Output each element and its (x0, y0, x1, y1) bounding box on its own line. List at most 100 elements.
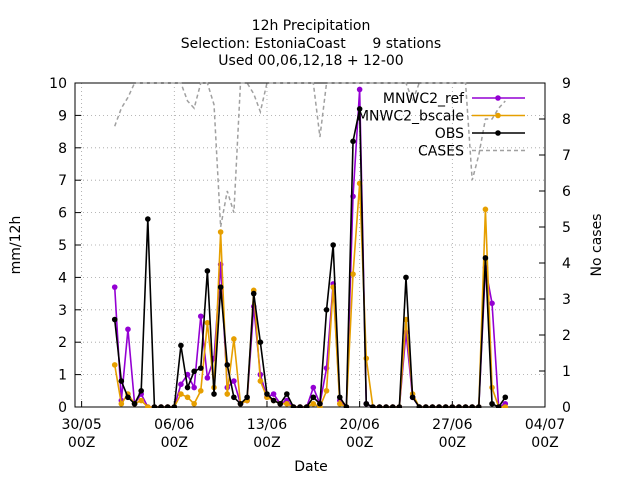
data-point (363, 400, 370, 407)
y-tick-label: 7 (58, 173, 67, 189)
data-point (284, 391, 290, 397)
data-point (403, 274, 409, 281)
data-point (197, 365, 204, 371)
data-point (204, 319, 211, 326)
data-point (125, 394, 131, 401)
data-point (158, 404, 164, 408)
data-point (303, 404, 310, 408)
y-tick-label: 10 (49, 76, 67, 92)
y2-tick-label: 6 (562, 184, 571, 200)
data-point (416, 404, 423, 408)
x-tick-label: 13/06 (247, 417, 287, 433)
x-tick-label: 00Z (531, 435, 558, 451)
data-point (376, 404, 383, 408)
data-point (502, 404, 509, 408)
data-point (191, 368, 197, 375)
data-point (489, 300, 495, 307)
legend-label: CASES (418, 144, 464, 160)
x-axis-label: Date (294, 459, 327, 475)
data-point (145, 216, 151, 222)
data-point (449, 404, 456, 408)
data-point (111, 316, 118, 323)
data-point (138, 397, 144, 404)
data-point (482, 206, 489, 213)
series-line (114, 82, 506, 228)
y-tick-label: 6 (58, 206, 67, 222)
data-point (111, 284, 118, 290)
legend-label: MNWC2_ref (383, 91, 465, 107)
data-point (363, 355, 370, 362)
data-point (297, 404, 303, 408)
y-tick-label: 2 (58, 335, 67, 351)
y-axis-label: mm/12h (8, 216, 24, 275)
data-point (264, 391, 270, 397)
plot-area (111, 82, 509, 408)
data-point (145, 404, 151, 408)
data-point (336, 400, 343, 407)
legend-marker (495, 95, 501, 101)
data-point (224, 362, 231, 368)
y-tick-label: 3 (58, 303, 67, 319)
data-point (370, 404, 376, 408)
data-point (257, 378, 264, 384)
data-point (383, 404, 389, 408)
data-point (231, 336, 237, 342)
data-point (250, 290, 257, 297)
data-point (442, 404, 449, 408)
legend-label: OBS (435, 126, 464, 142)
y2-tick-label: 0 (562, 400, 571, 416)
legend-marker (495, 130, 501, 136)
data-point (237, 400, 244, 407)
data-point (323, 388, 330, 394)
y2-tick-label: 1 (562, 364, 571, 380)
legend-label: MNWC2_bscale (357, 109, 464, 125)
data-point (171, 404, 178, 408)
data-point (350, 138, 356, 145)
title-line: Used 00,06,12,18 + 12-00 (218, 53, 403, 69)
data-point (389, 404, 396, 408)
data-point (456, 404, 462, 408)
data-point (336, 394, 343, 401)
data-point (197, 388, 204, 394)
y-tick-label: 8 (58, 141, 67, 157)
x-tick-label: 27/06 (432, 417, 472, 433)
y2-tick-label: 3 (562, 292, 571, 308)
data-point (257, 339, 264, 346)
data-point (476, 404, 482, 408)
y2-tick-label: 5 (562, 220, 571, 236)
data-point (111, 362, 118, 368)
y2-tick-label: 8 (562, 112, 571, 128)
data-point (184, 384, 191, 391)
data-point (469, 404, 475, 408)
x-tick-label: 00Z (346, 435, 373, 451)
data-point (482, 255, 489, 261)
x-tick-label: 04/07 (525, 417, 565, 433)
data-point (244, 394, 250, 401)
data-point (409, 394, 416, 401)
series-line (113, 183, 506, 408)
data-point (138, 388, 144, 394)
data-point (423, 404, 429, 408)
data-point (310, 400, 317, 407)
data-point (191, 384, 197, 391)
y-tick-label: 4 (58, 270, 67, 286)
data-point (310, 394, 317, 401)
legend-marker (495, 112, 501, 119)
data-point (224, 391, 231, 397)
data-point (495, 404, 502, 408)
title-line: Selection: EstoniaCoast 9 stations (181, 36, 441, 52)
data-point (277, 400, 284, 407)
y2-tick-label: 7 (562, 148, 571, 164)
y2-tick-label: 2 (562, 328, 571, 344)
data-point (231, 394, 237, 401)
data-point (178, 342, 184, 349)
data-point (211, 391, 217, 397)
data-point (217, 284, 224, 290)
data-point (323, 307, 330, 313)
data-point (191, 400, 197, 407)
y2-tick-label: 9 (562, 76, 571, 92)
data-point (270, 391, 277, 397)
data-point (231, 378, 237, 384)
data-point (204, 268, 211, 274)
